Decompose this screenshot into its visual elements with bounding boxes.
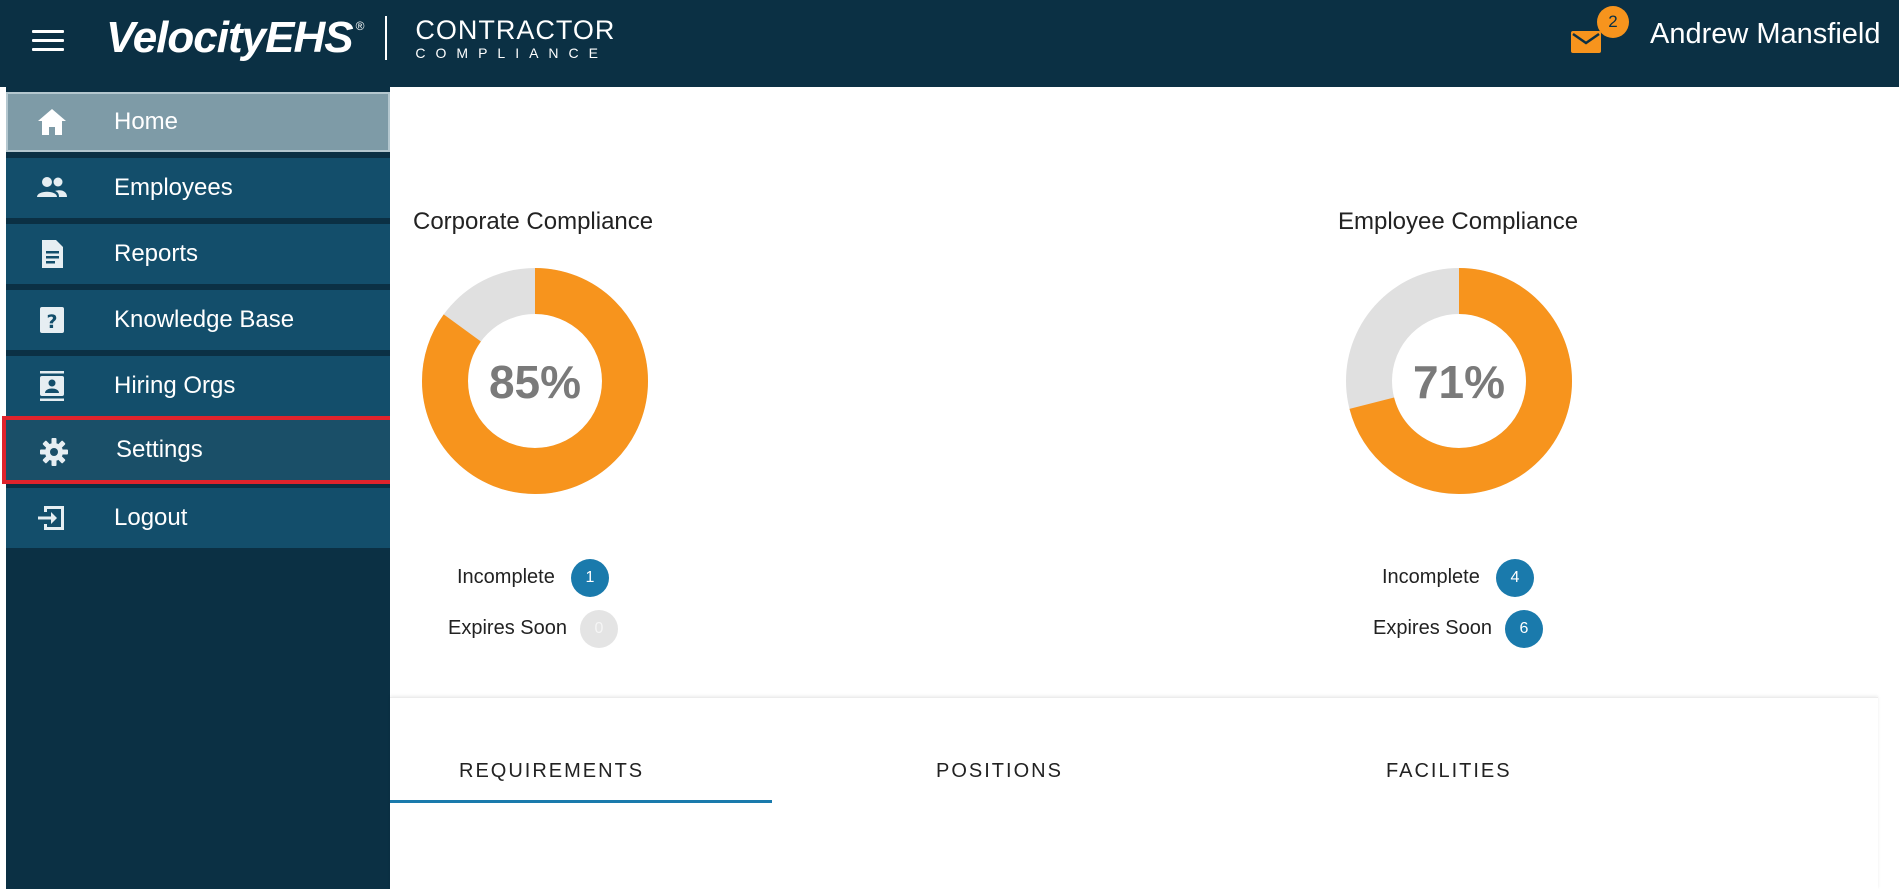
sidebar-item-settings[interactable]: Settings [2, 416, 394, 484]
corporate-expires-soon-badge[interactable]: 0 [580, 610, 618, 648]
tab-positions[interactable]: POSITIONS [936, 760, 1063, 782]
donut-value-arc [422, 268, 648, 494]
user-name[interactable]: Andrew Mansfield [1650, 18, 1881, 50]
sidebar-item-label: Hiring Orgs [114, 372, 236, 399]
employee-incomplete-badge[interactable]: 4 [1496, 559, 1534, 597]
brand-divider [385, 16, 388, 60]
mail-count-badge[interactable]: 2 [1597, 6, 1629, 38]
people-icon [37, 177, 67, 197]
donut-value-arc [1346, 268, 1572, 494]
tab-facilities[interactable]: FACILITIES [1386, 760, 1512, 782]
logout-icon [38, 506, 64, 530]
home-icon [38, 109, 66, 135]
active-tab-indicator [390, 800, 772, 803]
help-icon: ? [40, 307, 64, 333]
corporate-compliance-donut [422, 268, 648, 494]
corporate-compliance-title: Corporate Compliance [413, 208, 654, 235]
employee-compliance-percent: 71% [1412, 356, 1506, 408]
employee-expires-soon-badge[interactable]: 6 [1505, 610, 1543, 648]
brand-logo[interactable]: VelocityEHS ® CONTRACTOR COMPLIANCE [106, 8, 615, 68]
menu-icon[interactable] [32, 30, 64, 54]
sidebar-item-logout[interactable]: Logout [6, 488, 390, 548]
product-name: CONTRACTOR COMPLIANCE [415, 14, 616, 61]
corporate-incomplete-label: Incomplete [457, 566, 555, 588]
top-app-bar: VelocityEHS ® CONTRACTOR COMPLIANCE 2 And… [0, 0, 1899, 87]
sidebar-item-label: Employees [114, 174, 233, 201]
sidebar-item-reports[interactable]: Reports [6, 224, 390, 284]
tabs-card [390, 697, 1878, 889]
tab-requirements[interactable]: REQUIREMENTS [459, 760, 645, 782]
employee-compliance-title: Employee Compliance [1338, 208, 1579, 235]
svg-text:?: ? [46, 311, 57, 333]
sidebar-item-label: Home [114, 108, 179, 135]
corporate-incomplete-badge[interactable]: 1 [571, 559, 609, 597]
sidebar: Home Employees Reports ? Knowledge Base [2, 87, 394, 889]
gear-icon [40, 438, 68, 466]
mail-icon[interactable] [1570, 30, 1602, 54]
sidebar-item-home[interactable]: Home [6, 92, 390, 152]
corporate-expires-soon-label: Expires Soon [448, 617, 567, 639]
sidebar-item-label: Reports [114, 240, 199, 267]
sidebar-item-label: Settings [116, 436, 203, 463]
employee-incomplete-label: Incomplete [1382, 566, 1480, 588]
sidebar-item-hiring-orgs[interactable]: Hiring Orgs [6, 356, 390, 416]
contact-card-icon [40, 371, 64, 401]
sidebar-item-label: Knowledge Base [114, 306, 295, 333]
employee-compliance-donut [1346, 268, 1572, 494]
corporate-compliance-percent: 85% [488, 356, 582, 408]
sidebar-item-knowledge-base[interactable]: ? Knowledge Base [6, 290, 390, 350]
brand-name: VelocityEHS ® [106, 13, 364, 62]
employee-expires-soon-label: Expires Soon [1373, 617, 1492, 639]
sidebar-item-employees[interactable]: Employees [6, 158, 390, 218]
document-icon [42, 240, 63, 268]
sidebar-item-label: Logout [114, 504, 188, 531]
